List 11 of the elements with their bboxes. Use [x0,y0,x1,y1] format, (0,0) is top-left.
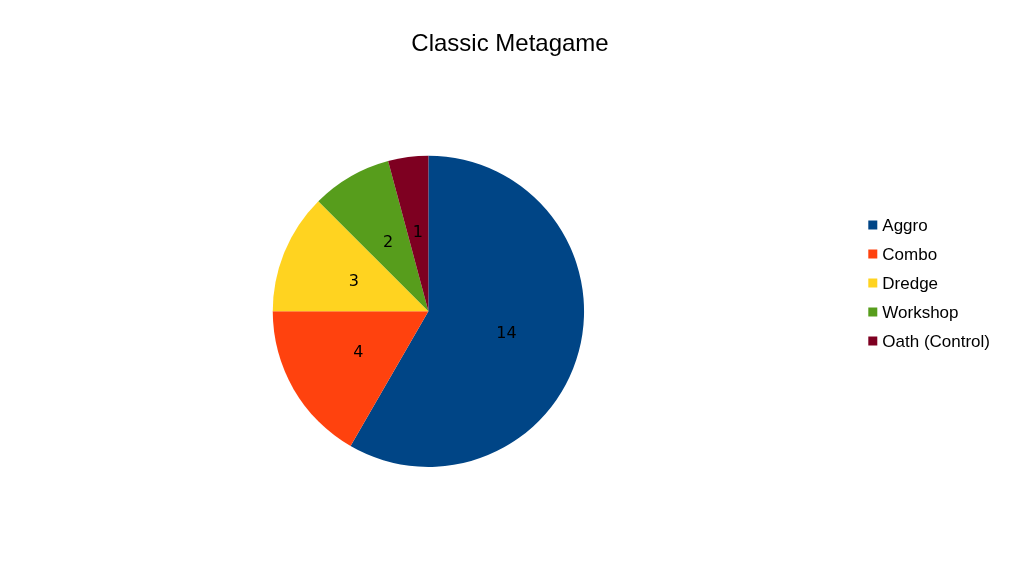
data-label: 3 [348,270,359,290]
data-label: 1 [412,221,423,241]
legend-label: Workshop [882,302,959,322]
legend-label: Aggro [882,215,928,235]
data-label: 4 [353,342,364,362]
data-label: 14 [496,322,517,342]
chart-title: Classic Metagame [411,28,609,56]
legend-label: Oath (Control) [882,331,990,351]
data-label: 2 [382,231,394,251]
legend-label: Dredge [882,273,939,293]
legend-label: Combo [882,244,938,264]
